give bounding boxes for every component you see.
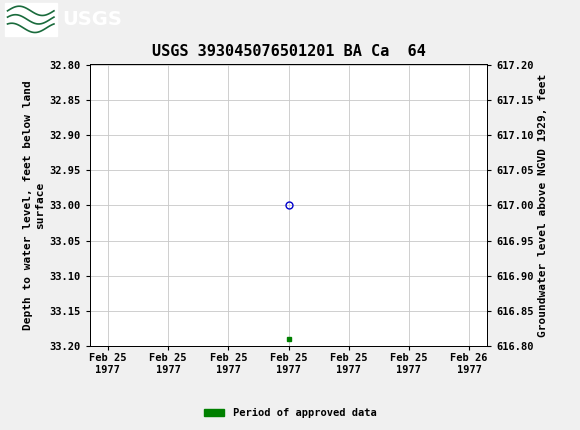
Legend: Period of approved data: Period of approved data — [200, 404, 380, 423]
Y-axis label: Depth to water level, feet below land
surface: Depth to water level, feet below land su… — [23, 80, 45, 330]
Text: USGS: USGS — [63, 10, 122, 29]
Y-axis label: Groundwater level above NGVD 1929, feet: Groundwater level above NGVD 1929, feet — [538, 74, 548, 337]
Title: USGS 393045076501201 BA Ca  64: USGS 393045076501201 BA Ca 64 — [152, 44, 425, 59]
Bar — [5, 3, 57, 36]
